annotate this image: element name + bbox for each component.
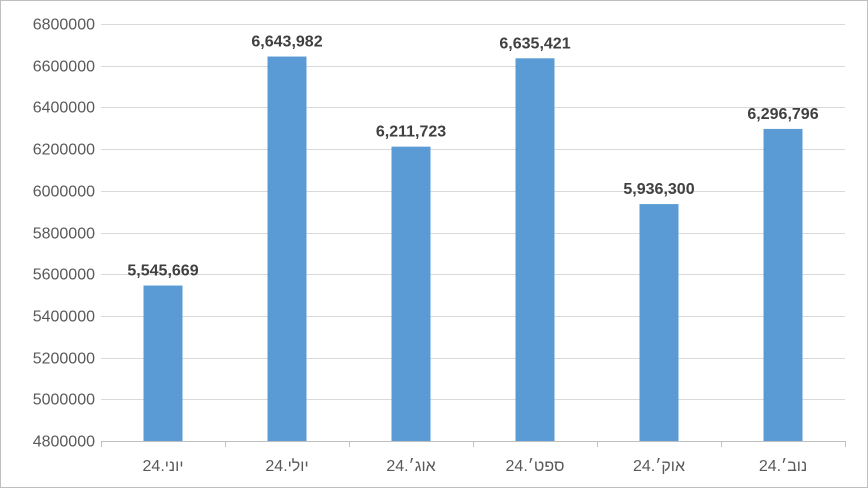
bar: [515, 58, 555, 441]
y-tick-label: 6200000: [33, 142, 95, 159]
y-tick-label: 5000000: [33, 392, 95, 409]
data-label: 6,635,421: [499, 35, 570, 52]
data-label: 6,211,723: [376, 124, 446, 141]
data-labels: 5,545,669 6,643,982 6,211,723 6,635,421 5,93…: [127, 34, 818, 280]
gridlines: [101, 24, 845, 400]
data-label: 6,296,796: [747, 106, 818, 123]
x-tick-label: נוב׳.24: [759, 458, 807, 475]
y-tick-label: 6000000: [33, 184, 95, 201]
data-label: 5,936,300: [623, 181, 694, 198]
bar: [763, 128, 803, 441]
y-tick-label: 5600000: [33, 267, 95, 284]
y-tick-label: 5200000: [33, 351, 95, 368]
y-axis-tick-labels: 4800000 5000000 5200000 5400000 5600000 58000…: [33, 17, 95, 451]
y-tick-label: 6600000: [33, 59, 95, 76]
x-tick-label: אוק׳.24: [633, 458, 685, 475]
x-tick-label: יולי.24: [265, 457, 308, 475]
bar: [143, 285, 183, 441]
data-label: 6,643,982: [251, 34, 322, 51]
y-tick-label: 5800000: [33, 226, 95, 243]
y-tick-label: 5400000: [33, 309, 95, 326]
data-label: 5,545,669: [127, 263, 198, 280]
y-tick-label: 4800000: [33, 434, 95, 451]
x-tick-label: אוג׳.24: [386, 458, 435, 475]
x-tick-label: יוני.24: [143, 458, 184, 475]
y-tick-label: 6800000: [33, 17, 95, 34]
bar: [267, 56, 307, 441]
x-tick-label: ספט׳.24: [506, 458, 565, 475]
y-tick-label: 6400000: [33, 100, 95, 117]
x-axis: יוני.24 יולי.24 אוג׳.24 ספט׳.24 אוק׳.24 נוב׳.…: [101, 441, 846, 475]
bar: [639, 204, 679, 441]
bars: [143, 56, 803, 441]
bar: [391, 146, 431, 441]
